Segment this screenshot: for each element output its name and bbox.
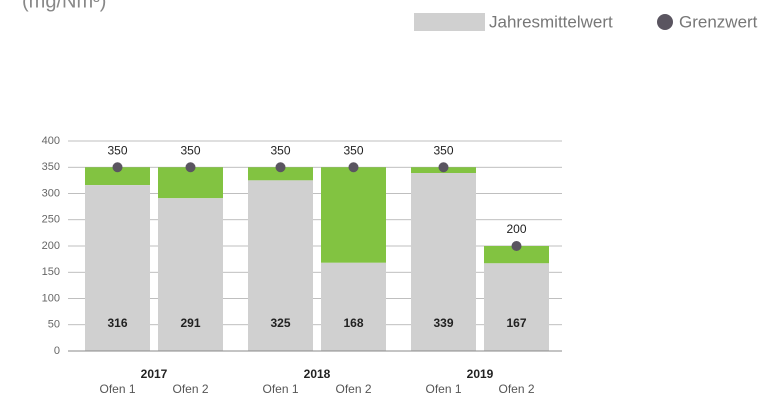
bar	[85, 185, 150, 351]
limit-label: 350	[107, 143, 127, 157]
x-tick-label: Ofen 1	[262, 382, 298, 396]
bar	[321, 262, 386, 351]
x-tick-label: Ofen 2	[335, 382, 371, 396]
y-tick-label: 150	[42, 266, 60, 278]
y-tick-label: 200	[42, 240, 60, 252]
unit-label: (mg/Nm³)	[22, 0, 106, 12]
value-label: 167	[506, 316, 526, 330]
limit-gap	[248, 167, 313, 181]
value-label: 316	[107, 316, 127, 330]
limit-label: 350	[343, 143, 363, 157]
y-tick-label: 250	[42, 214, 60, 226]
limit-gap	[158, 167, 223, 199]
limit-gap	[321, 167, 386, 263]
limit-label: 350	[180, 143, 200, 157]
limit-marker	[185, 162, 196, 173]
group-label: 2017	[141, 367, 168, 381]
x-tick-label: Ofen 2	[172, 382, 208, 396]
limit-marker	[112, 162, 123, 173]
y-tick-label: 50	[48, 319, 60, 331]
bar	[248, 180, 313, 351]
limit-label: 350	[270, 143, 290, 157]
bar	[484, 263, 549, 351]
y-tick-label: 100	[42, 292, 60, 304]
value-label: 168	[343, 316, 363, 330]
x-tick-label: Ofen 2	[498, 382, 534, 396]
limit-gap	[484, 246, 549, 264]
limit-marker	[438, 162, 449, 173]
limit-gap	[85, 167, 150, 186]
legend-label: Jahresmittelwert	[489, 12, 613, 31]
bar	[158, 198, 223, 351]
y-tick-label: 0	[54, 345, 60, 357]
limit-marker	[348, 162, 359, 173]
legend-label: Grenzwert	[679, 12, 758, 31]
limit-label: 350	[433, 143, 453, 157]
legend-swatch	[414, 13, 485, 31]
group-label: 2019	[467, 367, 494, 381]
y-tick-label: 400	[42, 135, 60, 147]
x-tick-label: Ofen 1	[99, 382, 135, 396]
y-tick-label: 350	[42, 161, 60, 173]
value-label: 291	[180, 316, 200, 330]
legend-marker	[657, 14, 673, 30]
bar	[411, 173, 476, 351]
y-tick-label: 300	[42, 187, 60, 199]
limit-label: 200	[506, 222, 526, 236]
value-label: 325	[270, 316, 290, 330]
value-label: 339	[433, 316, 453, 330]
limit-marker	[275, 162, 286, 173]
group-label: 2018	[304, 367, 331, 381]
limit-marker	[511, 241, 522, 251]
x-tick-label: Ofen 1	[425, 382, 461, 396]
